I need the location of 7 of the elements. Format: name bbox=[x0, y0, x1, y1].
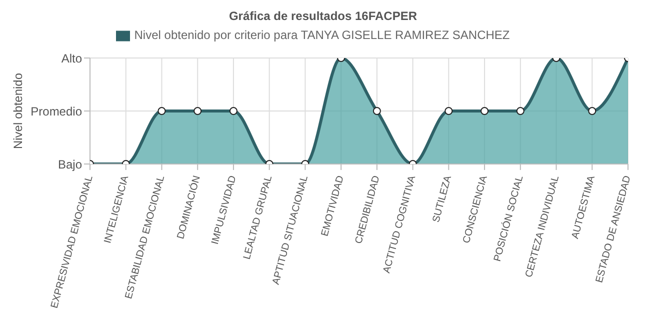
y-axis-title: Nivel obtenido bbox=[11, 72, 25, 150]
category-label: Bajo bbox=[58, 157, 82, 172]
chart-title: Gráfica de resultados 16FACPER bbox=[228, 8, 418, 25]
category-label: Alto bbox=[61, 51, 82, 66]
legend-label: Nivel obtenido por criterio para TANYA GISELLE RAMIREZ SANCHEZ bbox=[134, 28, 510, 42]
category-label: Promedio bbox=[30, 104, 82, 118]
x-tick-label: LEALTAD GRUPAL bbox=[242, 174, 275, 261]
